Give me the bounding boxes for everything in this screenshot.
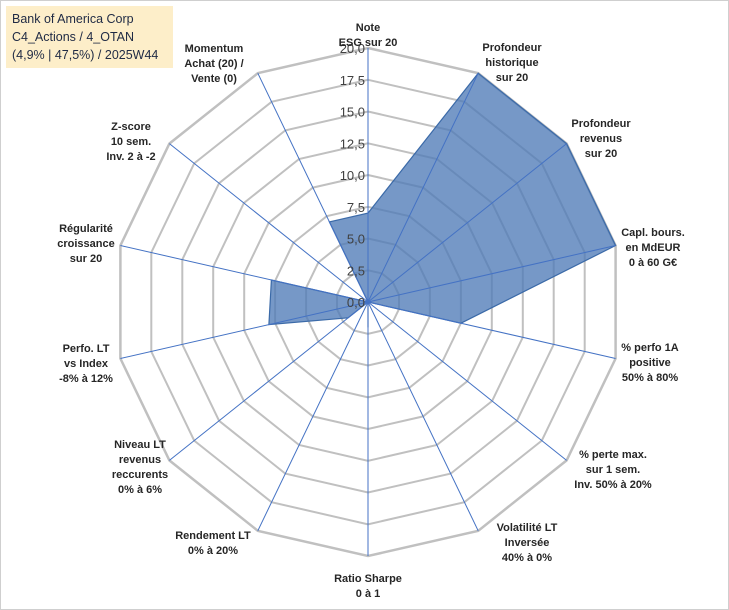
axis-label-line: Profondeur — [482, 42, 542, 54]
axis-label-line: % perte max. — [579, 449, 647, 461]
tick-label: 15,0 — [340, 105, 365, 120]
axis-label-line: Profondeur — [571, 118, 631, 130]
axis-spoke — [169, 301, 369, 461]
axis-label-line: Achat (20) / — [184, 58, 243, 70]
axis-label-line: 10 sem. — [111, 136, 151, 148]
axis-label: % perte max. sur 1 sem. Inv. 50% à 20% — [574, 449, 652, 491]
axis-label: Rendement LT 0% à 20% — [175, 530, 251, 557]
chart-title-box: Bank of America Corp C4_Actions / 4_OTAN… — [6, 6, 173, 68]
axis-label: Profondeur revenus sur 20 — [571, 118, 631, 160]
axis-label: Profondeur historique sur 20 — [482, 42, 542, 84]
axis-label: Momentum Achat (20) / Vente (0) — [184, 43, 243, 85]
axis-label: Régularité croissance sur 20 — [57, 223, 114, 265]
axis-label-line: 0 à 1 — [356, 588, 380, 600]
axis-label-line: -8% à 12% — [59, 373, 113, 385]
axis-label: Perfo. LT vs Index -8% à 12% — [59, 343, 113, 385]
axis-spoke — [120, 245, 369, 303]
axis-label: Niveau LT revenus reccurents 0% à 6% — [112, 439, 168, 496]
axis-spoke — [169, 143, 369, 303]
axis-label-line: sur 20 — [70, 253, 102, 265]
axis-labels: Note ESG sur 20 Profondeur historique sur 20… — [57, 22, 685, 600]
axis-label-line: Z-score — [111, 121, 151, 133]
axis-label-line: 0% à 20% — [188, 545, 238, 557]
axis-label-line: sur 20 — [496, 72, 528, 84]
axis-spoke — [120, 301, 369, 359]
axis-label-line: 0% à 6% — [118, 484, 162, 496]
axis-spoke — [367, 301, 616, 359]
axis-label-line: vs Index — [64, 358, 109, 370]
axis-label: % perfo 1A positive 50% à 80% — [621, 342, 679, 384]
axis-label-line: Volatilité LT — [497, 522, 558, 534]
series-layer — [268, 72, 617, 328]
title-company: Bank of America Corp — [12, 12, 134, 26]
axis-label: Note ESG sur 20 — [339, 22, 398, 49]
axis-layer — [120, 48, 616, 556]
tick-label: 10,0 — [340, 168, 365, 183]
axis-label-line: sur 20 — [585, 148, 617, 160]
axis-label-line: sur 1 sem. — [586, 464, 640, 476]
axis-label-line: historique — [485, 57, 538, 69]
title-stats: (4,9% | 47,5%) / 2025W44 — [12, 48, 159, 62]
axis-label-line: 40% à 0% — [502, 552, 552, 564]
axis-label-line: Inv. 2 à -2 — [106, 151, 155, 163]
axis-label-line: Capl. bours. — [621, 227, 685, 239]
axis-label-line: revenus — [580, 133, 622, 145]
axis-label: Z-score 10 sem. Inv. 2 à -2 — [106, 121, 155, 163]
axis-label: Ratio Sharpe 0 à 1 — [334, 573, 402, 600]
axis-label-line: Note — [356, 22, 380, 34]
axis-spoke — [367, 143, 567, 303]
axis-spoke — [367, 301, 479, 532]
axis-label-line: Rendement LT — [175, 530, 251, 542]
axis-label-line: 50% à 80% — [622, 372, 678, 384]
axis-spoke — [257, 72, 369, 303]
axis-label: Capl. bours. en MdEUR 0 à 60 G€ — [621, 227, 685, 269]
axis-label-line: revenus — [119, 454, 161, 466]
tick-label: 0,0 — [347, 295, 365, 310]
axis-label-line: Inversée — [505, 537, 550, 549]
tick-labels: 0,0 2,5 5,0 7,5 10,0 12,5 15,0 17,5 20,0 — [340, 41, 365, 310]
axis-label-line: Niveau LT — [114, 439, 166, 451]
axis-spoke — [367, 245, 616, 303]
axis-label-line: reccurents — [112, 469, 168, 481]
axis-label-line: Momentum — [185, 43, 244, 55]
tick-label: 7,5 — [347, 200, 365, 215]
axis-label-line: croissance — [57, 238, 114, 250]
tick-label: 5,0 — [347, 232, 365, 247]
series-area — [268, 72, 617, 328]
axis-label-line: Perfo. LT — [63, 343, 110, 355]
axis-label: Volatilité LT Inversée 40% à 0% — [497, 522, 558, 564]
axis-label-line: Régularité — [59, 223, 113, 235]
axis-label-line: Ratio Sharpe — [334, 573, 402, 585]
tick-label: 12,5 — [340, 136, 365, 151]
axis-label-line: % perfo 1A — [621, 342, 679, 354]
axis-label-line: Vente (0) — [191, 73, 237, 85]
tick-label: 17,5 — [340, 73, 365, 88]
tick-label: 20,0 — [340, 41, 365, 56]
axis-spoke — [367, 301, 567, 461]
axis-label-line: en MdEUR — [626, 242, 681, 254]
axis-spoke — [367, 72, 479, 303]
axis-label-line: 0 à 60 G€ — [629, 257, 677, 269]
axis-label-line: positive — [629, 357, 671, 369]
tick-label: 2,5 — [347, 263, 365, 278]
axis-spoke — [257, 301, 369, 532]
axis-label-line: ESG sur 20 — [339, 37, 398, 49]
title-category: C4_Actions / 4_OTAN — [12, 30, 135, 44]
axis-label-line: Inv. 50% à 20% — [574, 479, 652, 491]
